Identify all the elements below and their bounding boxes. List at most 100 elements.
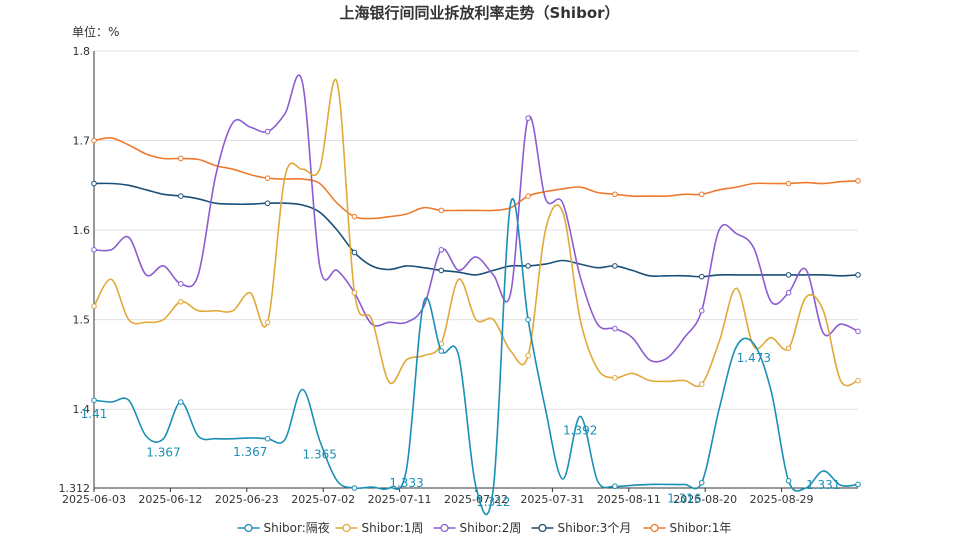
data-point[interactable] [438, 267, 445, 274]
legend-item-4[interactable]: Shibor:1年 [643, 521, 732, 535]
gridlines [94, 50, 858, 410]
legend-item-0[interactable]: Shibor:隔夜 [237, 520, 330, 535]
data-point[interactable] [264, 319, 271, 326]
data-point[interactable] [855, 272, 861, 278]
data-point[interactable] [351, 249, 358, 256]
data-point[interactable] [264, 128, 271, 135]
data-point[interactable] [438, 348, 445, 354]
y-tick-label: 1.6 [73, 224, 91, 237]
data-point[interactable] [855, 481, 861, 488]
x-tick-label: 2025-06-03 [62, 493, 126, 506]
legend-marker [342, 523, 351, 533]
data-point[interactable] [785, 345, 792, 352]
data-point[interactable] [612, 483, 618, 490]
data-label: 1.367 [233, 445, 267, 459]
data-point[interactable] [438, 246, 445, 253]
legend-marker [538, 523, 547, 533]
data-point[interactable] [698, 273, 705, 280]
data-point[interactable] [438, 207, 445, 214]
legend-label: Shibor:1年 [670, 521, 732, 535]
data-point[interactable] [178, 155, 184, 162]
x-tick-label: 2025-08-11 [597, 493, 661, 506]
y-tick-label: 1.5 [73, 314, 91, 327]
data-point[interactable] [178, 193, 184, 199]
y-tick-label: 1.4 [73, 403, 91, 416]
legend-marker [650, 523, 659, 533]
x-tick-label: 2025-07-02 [291, 493, 355, 506]
data-label: 1.365 [303, 448, 337, 462]
legend-label: Shibor:隔夜 [264, 520, 330, 535]
chart-title: 上海银行间同业拆放利率走势（Shibor） [339, 4, 619, 22]
data-point[interactable] [785, 478, 792, 484]
data-point[interactable] [785, 272, 792, 278]
series-1 [91, 78, 861, 388]
data-point[interactable] [698, 479, 705, 486]
data-point[interactable] [698, 307, 705, 314]
data-point[interactable] [612, 191, 618, 198]
data-point[interactable] [855, 178, 861, 184]
data-point[interactable] [178, 281, 184, 287]
series-line [93, 78, 859, 388]
data-point[interactable] [785, 180, 792, 187]
data-point[interactable] [698, 191, 705, 198]
x-tick-label: 2025-08-20 [673, 493, 737, 506]
data-point[interactable] [91, 246, 97, 253]
series-line [93, 198, 859, 516]
series-line [93, 182, 859, 278]
data-label: 1.316 [667, 491, 701, 505]
data-labels: 1.41 1.367 1.367 1.365 1.333 1.312 1.392 1.316 1… [81, 351, 841, 509]
y-tick-label: 1.312 [59, 482, 91, 495]
data-point[interactable] [264, 435, 271, 442]
legend-marker [244, 523, 253, 533]
data-label: 1.333 [389, 476, 423, 490]
legend-item-3[interactable]: Shibor:3个月 [531, 521, 632, 535]
data-point[interactable] [351, 213, 358, 220]
legend-marker [440, 523, 449, 533]
data-label: 1.392 [563, 423, 597, 437]
data-point[interactable] [264, 175, 271, 181]
data-point[interactable] [525, 352, 531, 359]
data-point[interactable] [178, 399, 184, 405]
legend-item-1[interactable]: Shibor:1周 [335, 521, 424, 535]
series-line [93, 136, 859, 220]
y-axis-unit-label: 单位：% [72, 24, 119, 39]
x-tick-label: 2025-08-29 [750, 493, 814, 506]
legend-label: Shibor:3个月 [558, 521, 632, 535]
data-point[interactable] [785, 289, 792, 296]
data-point[interactable] [525, 193, 531, 199]
series-line [93, 74, 859, 363]
data-point[interactable] [855, 377, 861, 384]
legend-item-2[interactable]: Shibor:2周 [433, 521, 522, 535]
data-point[interactable] [351, 289, 358, 296]
data-point[interactable] [612, 375, 618, 381]
legend-label: Shibor:2周 [460, 521, 522, 535]
legend[interactable]: Shibor:隔夜 Shibor:1周 Shibor:2周 Shibor:3个月 Shi… [237, 520, 732, 535]
data-point[interactable] [178, 298, 184, 305]
data-point[interactable] [612, 263, 618, 269]
series-2 [91, 74, 861, 363]
data-point[interactable] [351, 485, 358, 491]
y-tick-label: 1.8 [73, 45, 91, 58]
data-point[interactable] [91, 397, 97, 404]
series-3 [91, 180, 861, 280]
data-label: 1.367 [146, 446, 180, 460]
x-tick-label: 2025-07-11 [368, 493, 432, 506]
x-tick-label: 2025-06-12 [138, 493, 202, 506]
data-point[interactable] [525, 115, 531, 121]
x-tick-label: 2025-06-23 [215, 493, 279, 506]
data-point[interactable] [525, 316, 531, 323]
x-tick-label: 2025-07-31 [520, 493, 584, 506]
series-layer [91, 74, 861, 516]
data-label: 1.331 [806, 478, 840, 492]
data-label: 1.41 [81, 407, 108, 421]
data-label: 1.312 [476, 495, 510, 509]
data-point[interactable] [855, 328, 861, 335]
data-point[interactable] [264, 200, 271, 207]
data-point[interactable] [91, 180, 97, 187]
data-point[interactable] [698, 381, 705, 387]
data-point[interactable] [91, 137, 97, 144]
data-point[interactable] [525, 263, 531, 269]
data-point[interactable] [91, 303, 97, 310]
data-point[interactable] [612, 325, 618, 332]
